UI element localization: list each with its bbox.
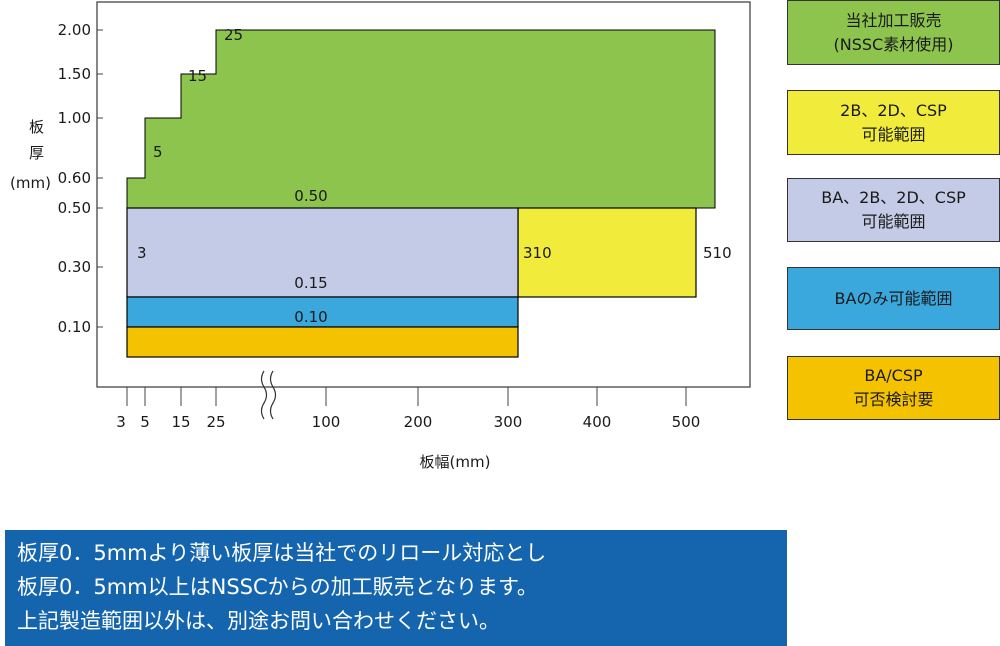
y-tick-label: 0.10 <box>58 318 91 336</box>
legend-label: 2B、2D、CSP 可能範囲 <box>840 100 947 144</box>
legend-label: BAのみ可能範囲 <box>834 288 953 308</box>
annotation-0-15: 0.15 <box>294 274 327 292</box>
x-tick-label: 3 <box>116 413 126 431</box>
region-ba-only <box>126 296 519 328</box>
annotation-510: 510 <box>703 244 732 262</box>
note-line-3: 上記製造範囲以外は、別途お問い合わせください。 <box>17 609 500 633</box>
y-tick-label: 0.50 <box>58 199 91 217</box>
y-axis-label-line3: (mm) <box>10 174 51 192</box>
annotation-25: 25 <box>224 26 243 44</box>
y-tick-label: 0.30 <box>58 258 91 276</box>
y-tick-label: 0.60 <box>58 169 91 187</box>
legend-label: BA/CSP 可否検討要 <box>853 366 934 409</box>
legend-item-ba-2b-2d-csp: BA、2B、2D、CSP 可能範囲 <box>787 178 1000 242</box>
note-line-1: 板厚0．5mmより薄い板厚は当社でのリロール対応とし <box>17 541 547 565</box>
legend-item-2b-2d-csp: 2B、2D、CSP 可能範囲 <box>787 90 1000 155</box>
legend-label: BA、2B、2D、CSP 可能範囲 <box>821 188 966 231</box>
x-tick-label: 5 <box>140 413 150 431</box>
note-box: 板厚0．5mmより薄い板厚は当社でのリロール対応とし 板厚0．5mm以上はNSS… <box>5 530 787 646</box>
x-axis-ticks: 3 5 15 25 100 200 300 400 500 <box>116 387 700 431</box>
x-tick-label: 200 <box>404 413 433 431</box>
legend-label: 当社加工販売 (NSSC素材使用) <box>833 10 954 54</box>
region-2b-2d-csp <box>517 207 697 298</box>
y-axis-ticks: 2.00 1.50 1.00 0.60 0.50 0.30 0.10 <box>58 21 103 336</box>
legend-item-processing-sale: 当社加工販売 (NSSC素材使用) <box>787 0 1000 65</box>
y-axis-label-line1: 板 <box>29 118 44 136</box>
legend-item-ba-only: BAのみ可能範囲 <box>787 267 1000 330</box>
data-annotations: 25 15 5 0.50 3 310 510 0.15 0.10 <box>137 26 732 326</box>
y-tick-label: 1.00 <box>58 109 91 127</box>
region-processing-sale <box>126 29 716 209</box>
chart-regions <box>126 29 716 358</box>
x-tick-label: 15 <box>171 413 190 431</box>
annotation-0-10: 0.10 <box>294 308 327 326</box>
region-ba-2b-2d-csp <box>126 207 519 298</box>
annotation-15: 15 <box>188 67 207 85</box>
y-axis-label-line2: 厚 <box>29 144 44 162</box>
note-line-2: 板厚0．5mm以上はNSSCからの加工販売となります。 <box>17 575 538 599</box>
x-tick-label: 100 <box>312 413 341 431</box>
x-tick-label: 25 <box>206 413 225 431</box>
plot-frame <box>96 1 751 388</box>
x-axis-break-icon <box>260 370 277 420</box>
x-axis-label: 板幅(mm) <box>420 453 491 471</box>
annotation-5: 5 <box>153 143 163 161</box>
region-ba-csp-review <box>126 326 519 358</box>
thickness-width-chart: 2.001.501.000.600.500.300.10 3 5 15 25 100 20… <box>10 1 751 471</box>
x-tick-label: 500 <box>672 413 701 431</box>
y-tick-label: 1.50 <box>58 65 91 83</box>
y-tick-label: 2.00 <box>58 21 91 39</box>
x-tick-label: 300 <box>494 413 523 431</box>
annotation-0-50: 0.50 <box>294 187 327 205</box>
annotation-310: 310 <box>523 244 552 262</box>
legend-item-ba-csp-review: BA/CSP 可否検討要 <box>787 356 1000 420</box>
annotation-3: 3 <box>137 244 147 262</box>
x-tick-label: 400 <box>583 413 612 431</box>
